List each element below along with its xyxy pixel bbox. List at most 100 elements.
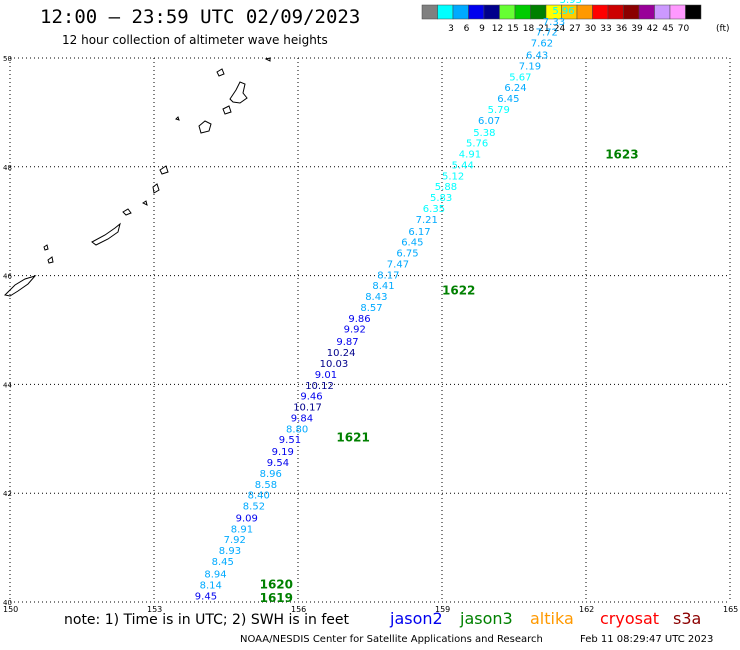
wave-height-value: 8.58 bbox=[255, 480, 277, 491]
island-outline bbox=[91, 222, 121, 246]
wave-height-value: 10.17 bbox=[293, 403, 322, 414]
wave-height-value: 7.72 bbox=[536, 28, 558, 39]
lat-tick-label: 50 bbox=[3, 55, 12, 63]
wave-height-value: 9.09 bbox=[236, 513, 258, 524]
wave-height-value: 9.86 bbox=[348, 314, 370, 325]
wave-height-value: 8.93 bbox=[219, 546, 241, 557]
satellite-altika: altika bbox=[530, 609, 574, 628]
pass-number-label: 1621 bbox=[336, 431, 369, 445]
wave-height-value: 8.52 bbox=[243, 502, 265, 513]
scale-swatch bbox=[685, 4, 702, 20]
pass-number-label: 1622 bbox=[442, 284, 475, 298]
island-outline bbox=[152, 183, 160, 194]
wave-height-value: 7.21 bbox=[416, 215, 438, 226]
lon-tick-label: 165 bbox=[723, 605, 738, 614]
scale-label: 21 bbox=[538, 24, 549, 34]
wave-height-value: 8.96 bbox=[260, 469, 282, 480]
wave-height-value: 7.47 bbox=[387, 259, 409, 270]
pass-number-label: 1620 bbox=[260, 577, 293, 591]
wave-height-value: 8.94 bbox=[204, 570, 226, 581]
map-grid: 150 153 156 159 162 165 40 42 44 46 48 50 bbox=[3, 55, 738, 614]
coastline bbox=[3, 57, 271, 297]
wave-height-value: 9.01 bbox=[315, 370, 337, 381]
wave-height-value: 8.43 bbox=[365, 292, 387, 303]
satellite-s3a: s3a bbox=[673, 609, 702, 628]
wave-height-value: 5.88 bbox=[435, 182, 457, 193]
scale-label: 45 bbox=[662, 24, 673, 34]
wave-height-value: 5.96 bbox=[552, 6, 574, 17]
wave-height-value: 5.44 bbox=[452, 160, 474, 171]
scale-label: 15 bbox=[507, 24, 518, 34]
lat-tick-label: 42 bbox=[3, 490, 12, 498]
generation-timestamp: Feb 11 08:29:47 UTC 2023 bbox=[580, 634, 714, 645]
scale-label: 30 bbox=[585, 24, 597, 34]
wave-height-value: 5.79 bbox=[488, 105, 510, 116]
pass-number-label: 1623 bbox=[605, 148, 638, 162]
scale-label: 18 bbox=[523, 24, 535, 34]
wave-height-value: 6.17 bbox=[408, 227, 430, 238]
island-outline bbox=[3, 275, 37, 297]
scale-label: 24 bbox=[554, 24, 566, 34]
lon-tick-label: 153 bbox=[147, 605, 162, 614]
wave-height-value: 9.45 bbox=[195, 591, 217, 602]
wave-height-value: 6.24 bbox=[504, 83, 526, 94]
wave-height-value: 9.51 bbox=[279, 435, 301, 446]
wave-height-value: 8.17 bbox=[377, 270, 399, 281]
wave-height-value: 9.87 bbox=[336, 337, 358, 348]
lat-tick-label: 40 bbox=[3, 599, 12, 607]
scale-label: 6 bbox=[464, 24, 470, 34]
scale-swatch bbox=[576, 4, 593, 20]
wave-height-value: 7.19 bbox=[519, 61, 541, 72]
wave-height-value: 7.33 bbox=[543, 17, 565, 28]
wave-height-value: 8.41 bbox=[372, 281, 394, 292]
wave-height-value: 10.03 bbox=[320, 359, 349, 370]
wave-height-value: 9.19 bbox=[272, 447, 294, 458]
scale-swatch bbox=[654, 4, 671, 20]
scale-swatch bbox=[514, 4, 531, 20]
scale-swatch bbox=[592, 4, 609, 20]
wave-height-value: 10.24 bbox=[327, 348, 356, 359]
scale-label: 42 bbox=[647, 24, 658, 34]
wave-height-value: 9.84 bbox=[291, 413, 313, 424]
footer-note: note: 1) Time is in UTC; 2) SWH is in fe… bbox=[64, 612, 350, 628]
page-title: 12:00 – 23:59 UTC 02/09/2023 bbox=[40, 6, 361, 28]
island-outline bbox=[47, 256, 54, 264]
wave-height-value: 6.07 bbox=[478, 116, 500, 127]
lat-tick-label: 46 bbox=[3, 273, 12, 281]
wave-height-value: 6.75 bbox=[396, 249, 418, 260]
observation-values: 9.458.148.94 8.458.937.928.919.098.528.40… bbox=[195, 0, 582, 602]
island-outline bbox=[216, 68, 225, 77]
wave-height-value: 4.91 bbox=[459, 150, 481, 161]
scale-swatch bbox=[623, 4, 640, 20]
island-outline bbox=[122, 208, 132, 216]
scale-unit: (ft) bbox=[716, 24, 730, 34]
wave-height-value: 5.38 bbox=[473, 128, 495, 139]
scale-swatch bbox=[607, 4, 624, 20]
pass-number-label: 1619 bbox=[260, 591, 293, 605]
island-outline bbox=[198, 120, 212, 134]
wave-height-value: 9.92 bbox=[344, 325, 366, 336]
wave-height-value: 8.80 bbox=[286, 424, 308, 435]
lon-tick-label: 150 bbox=[3, 605, 18, 614]
satellite-jason2: jason2 bbox=[390, 609, 443, 628]
wave-height-value: 8.40 bbox=[248, 491, 270, 502]
wave-height-value: 6.43 bbox=[526, 51, 548, 62]
wave-height-value: 6.45 bbox=[497, 94, 519, 105]
wave-height-value: 6.35 bbox=[423, 204, 445, 215]
scale-swatch bbox=[638, 4, 655, 20]
island-outline bbox=[222, 105, 232, 115]
wave-height-value: 7.62 bbox=[531, 39, 553, 50]
scale-swatch bbox=[452, 4, 469, 20]
scale-label: 70 bbox=[678, 24, 690, 34]
scale-label: 3 bbox=[448, 24, 454, 34]
scale-label: 12 bbox=[492, 24, 503, 34]
wave-height-value: 7.92 bbox=[224, 535, 246, 546]
wave-height-value: 8.91 bbox=[231, 524, 253, 535]
island-outline bbox=[43, 244, 49, 251]
scale-swatch bbox=[483, 4, 500, 20]
wave-height-value: 8.57 bbox=[360, 303, 382, 314]
wave-height-value: 5.67 bbox=[509, 72, 531, 83]
credit-line: NOAA/NESDIS Center for Satellite Applica… bbox=[240, 634, 543, 645]
lon-tick-label: 156 bbox=[291, 605, 306, 614]
